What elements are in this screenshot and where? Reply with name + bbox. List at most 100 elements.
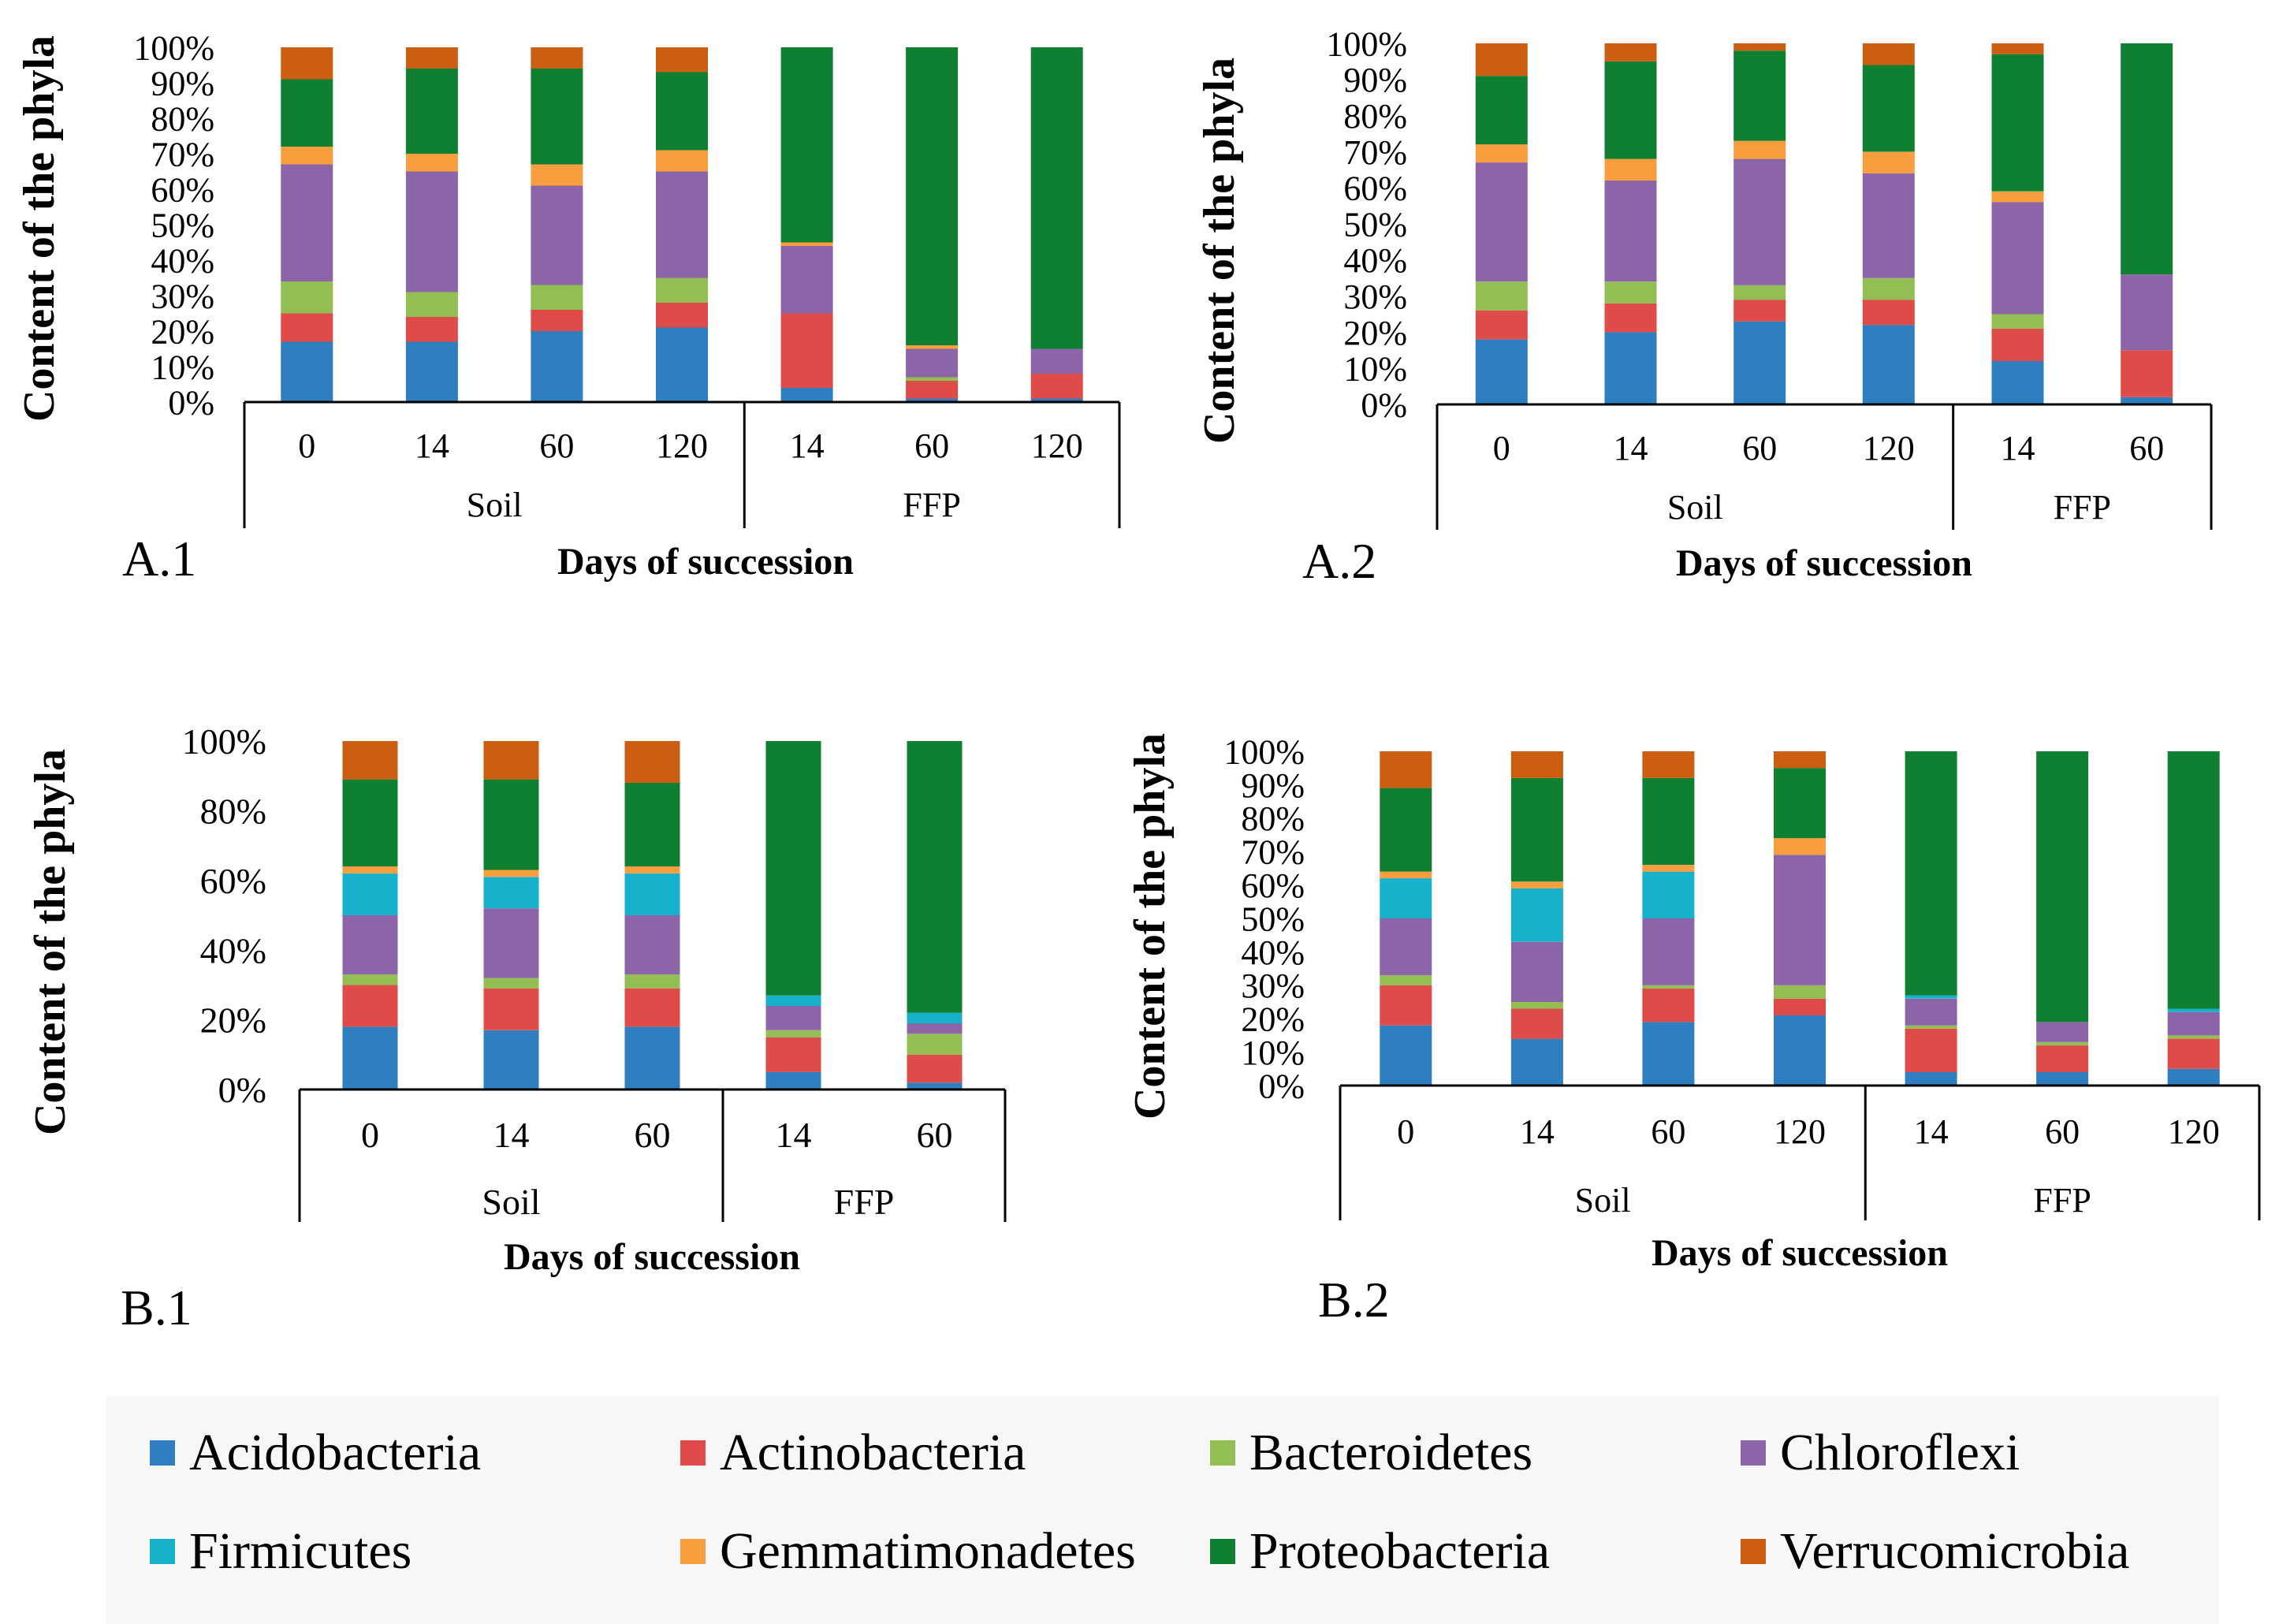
y-tick-a-2-10: 100% (1326, 24, 1407, 63)
category-label-a-2-0: 0 (1493, 429, 1510, 467)
y-tick-a-2-2: 20% (1343, 314, 1407, 352)
y-tick-a-1-8: 80% (151, 99, 214, 138)
y-tick-a-1-7: 70% (151, 135, 214, 173)
bar-a-2-acidobacteria-2 (1733, 321, 1786, 404)
bar-b-2-firmicutes-4 (1905, 995, 1957, 999)
y-tick-a-1-2: 20% (151, 312, 214, 351)
bar-b-2-verrucomicrobia-2 (1642, 751, 1695, 778)
bar-b-2-bacteroidetes-6 (2167, 1035, 2220, 1039)
bar-a-2-actinobacteria-1 (1604, 303, 1657, 333)
bar-b-1-firmicutes-1 (483, 877, 539, 909)
legend-item-chloroflexi: Chloroflexi (1741, 1423, 2020, 1483)
bar-a-2-bacteroidetes-4 (1991, 314, 2044, 329)
bar-b-2-bacteroidetes-3 (1774, 985, 1826, 999)
bar-b-2-actinobacteria-5 (2036, 1045, 2089, 1072)
y-tick-b-2-7: 70% (1241, 833, 1305, 872)
bar-a-2-chloroflexi-4 (1991, 202, 2044, 315)
bar-b-2-acidobacteria-6 (2167, 1068, 2220, 1086)
bar-a-1-actinobacteria-4 (780, 313, 833, 388)
bar-b-1-acidobacteria-2 (624, 1026, 680, 1089)
bar-b-2-proteobacteria-3 (1774, 768, 1826, 839)
bar-a-2-chloroflexi-2 (1733, 158, 1786, 285)
y-tick-b-2-2: 20% (1241, 1000, 1305, 1039)
group-label-b-2-ffp: FFP (2033, 1181, 2091, 1220)
bar-a-1-acidobacteria-3 (656, 327, 708, 402)
y-axis-title-a-1: Content of the phyla (15, 35, 64, 422)
y-tick-b-2-10: 100% (1223, 732, 1305, 771)
y-tick-b-1-5: 100% (182, 721, 266, 762)
bar-a-1-proteobacteria-2 (531, 69, 583, 165)
y-tick-a-1-0: 0% (168, 383, 214, 422)
category-label-a-2-4: 14 (2001, 429, 2035, 467)
y-tick-b-1-0: 0% (218, 1070, 266, 1110)
category-label-b-2-0: 0 (1397, 1112, 1414, 1151)
legend-label-bacteroidetes: Bacteroidetes (1249, 1424, 1533, 1481)
bar-b-1-bacteroidetes-3 (765, 1030, 821, 1037)
bar-b-1-gemmatimonadetes-0 (342, 866, 398, 873)
bar-a-1-bacteroidetes-2 (531, 285, 583, 310)
y-tick-b-1-4: 80% (200, 792, 266, 832)
bar-b-2-firmicutes-2 (1642, 871, 1695, 918)
bar-b-2-proteobacteria-2 (1642, 777, 1695, 866)
group-label-a-2-ffp: FFP (2054, 488, 2111, 527)
legend-swatch-chloroflexi (1741, 1440, 1766, 1466)
bar-a-2-proteobacteria-3 (1862, 65, 1915, 152)
bar-a-2-gemmatimonadetes-3 (1862, 151, 1915, 173)
bar-b-2-acidobacteria-3 (1774, 1015, 1826, 1086)
bar-b-1-proteobacteria-1 (483, 779, 539, 870)
legend-label-actinobacteria: Actinobacteria (720, 1424, 1026, 1481)
category-label-a-2-2: 60 (1742, 429, 1777, 467)
category-label-b-2-2: 60 (1651, 1112, 1685, 1151)
bar-b-1-acidobacteria-4 (907, 1082, 963, 1089)
bar-a-2-actinobacteria-4 (1991, 328, 2044, 361)
bar-b-2-actinobacteria-6 (2167, 1038, 2220, 1069)
bar-a-2-bacteroidetes-2 (1733, 285, 1786, 300)
bar-b-1-chloroflexi-2 (624, 915, 680, 975)
category-label-a-1-1: 14 (415, 426, 449, 465)
bar-b-1-chloroflexi-1 (483, 908, 539, 978)
bar-b-2-chloroflexi-3 (1774, 855, 1826, 985)
bar-b-2-proteobacteria-1 (1510, 777, 1563, 882)
bar-a-2-bacteroidetes-3 (1862, 277, 1915, 300)
x-axis-title-b-2: Days of succession (1652, 1232, 1948, 1274)
bar-b-2-chloroflexi-4 (1905, 998, 1957, 1026)
bar-b-1-actinobacteria-3 (765, 1037, 821, 1072)
bar-a-2-verrucomicrobia-4 (1991, 43, 2044, 54)
y-tick-a-1-3: 30% (151, 277, 214, 315)
category-label-b-1-3: 14 (776, 1115, 812, 1155)
bar-a-1-verrucomicrobia-2 (531, 47, 583, 69)
bar-a-2-proteobacteria-2 (1733, 50, 1786, 141)
bar-a-1-proteobacteria-3 (656, 72, 708, 151)
y-tick-b-2-5: 50% (1241, 900, 1305, 938)
y-tick-a-2-8: 80% (1343, 97, 1407, 136)
bar-a-2-proteobacteria-4 (1991, 54, 2044, 192)
legend-label-verrucomicrobia: Verrucomicrobia (1780, 1522, 2130, 1580)
bar-a-1-actinobacteria-1 (405, 317, 458, 342)
bar-a-1-acidobacteria-5 (906, 398, 959, 402)
group-label-a-1-ffp: FFP (903, 486, 960, 524)
bar-b-2-chloroflexi-6 (2167, 1011, 2220, 1036)
bar-a-1-proteobacteria-0 (281, 79, 333, 147)
bar-a-2-chloroflexi-3 (1862, 173, 1915, 278)
bar-a-1-verrucomicrobia-1 (405, 47, 458, 69)
category-label-a-2-1: 14 (1614, 429, 1648, 467)
bar-b-1-acidobacteria-1 (483, 1030, 539, 1089)
bar-b-1-chloroflexi-0 (342, 915, 398, 975)
bar-b-1-verrucomicrobia-0 (342, 741, 398, 780)
bar-a-1-proteobacteria-1 (405, 69, 458, 154)
legend-label-gemmatimonadetes: Gemmatimonadetes (720, 1522, 1136, 1580)
bar-b-1-actinobacteria-1 (483, 988, 539, 1030)
bar-a-1-gemmatimonadetes-4 (780, 242, 833, 246)
legend-item-firmicutes: Firmicutes (150, 1522, 411, 1581)
bar-b-1-chloroflexi-3 (765, 1005, 821, 1030)
category-label-a-1-5: 60 (914, 426, 949, 465)
y-tick-b-2-9: 90% (1241, 766, 1305, 805)
bar-a-1-chloroflexi-6 (1030, 348, 1083, 374)
y-tick-b-2-3: 30% (1241, 967, 1305, 1005)
bar-a-1-proteobacteria-4 (780, 47, 833, 243)
bar-a-2-actinobacteria-5 (2121, 350, 2173, 397)
bar-b-1-gemmatimonadetes-2 (624, 866, 680, 873)
legend-item-gemmatimonadetes: Gemmatimonadetes (680, 1522, 1136, 1581)
bar-b-2-chloroflexi-2 (1642, 918, 1695, 985)
